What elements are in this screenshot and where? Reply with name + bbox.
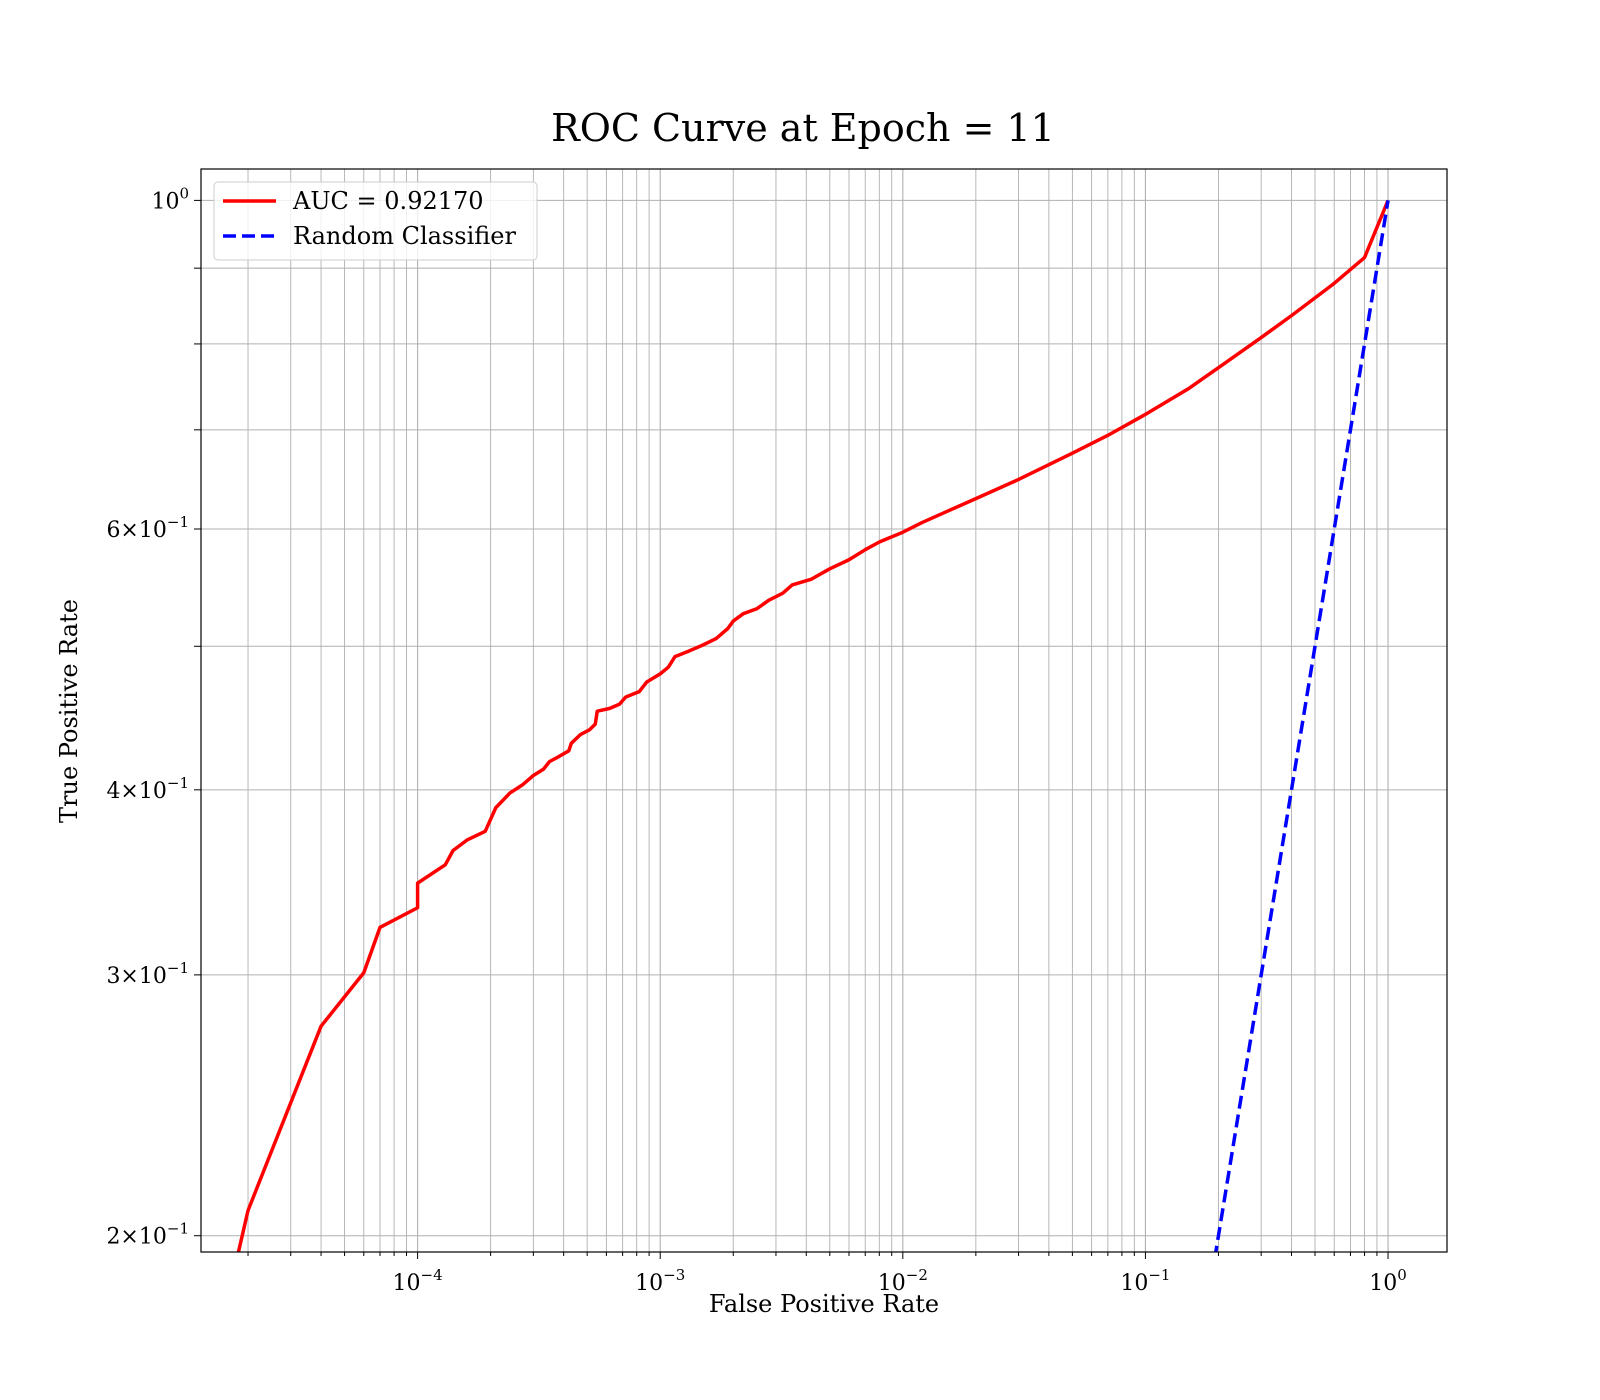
legend-label-auc: AUC = 0.92170 [292,187,484,215]
random-classifier-line [1214,200,1390,1252]
y-tick-label: 3×10−1 [106,959,189,989]
y-tick-label: 2×10−1 [106,1220,189,1250]
tick-layer: 10−4 10−3 10−2 10−1 100 100 6×10−1 4×10−1 3×10−1… [106,184,1406,1296]
y-axis-title: True Positive Rate [55,599,83,823]
series-layer [236,199,1390,1252]
legend-box [213,181,538,261]
y-tick-label: 4×10−1 [106,774,189,804]
y-tick-label: 6×10−1 [106,513,189,543]
chart-title: ROC Curve at Epoch = 11 [551,106,1055,150]
x-tick-label: 10−2 [878,1266,928,1296]
x-tick-label: 10−3 [635,1266,685,1296]
x-axis-title: False Positive Rate [709,1290,939,1318]
x-tick-label: 100 [1369,1266,1407,1296]
legend-label-random: Random Classifier [293,222,516,250]
y-tick-label: 100 [151,184,189,214]
plot-frame [200,168,1448,1253]
roc-curve-line [236,199,1390,1252]
legend: AUC = 0.92170 Random Classifier [213,181,538,261]
x-tick-label: 10−4 [393,1266,443,1296]
x-tick-label: 10−1 [1120,1266,1170,1296]
grid-layer [201,169,1447,1252]
